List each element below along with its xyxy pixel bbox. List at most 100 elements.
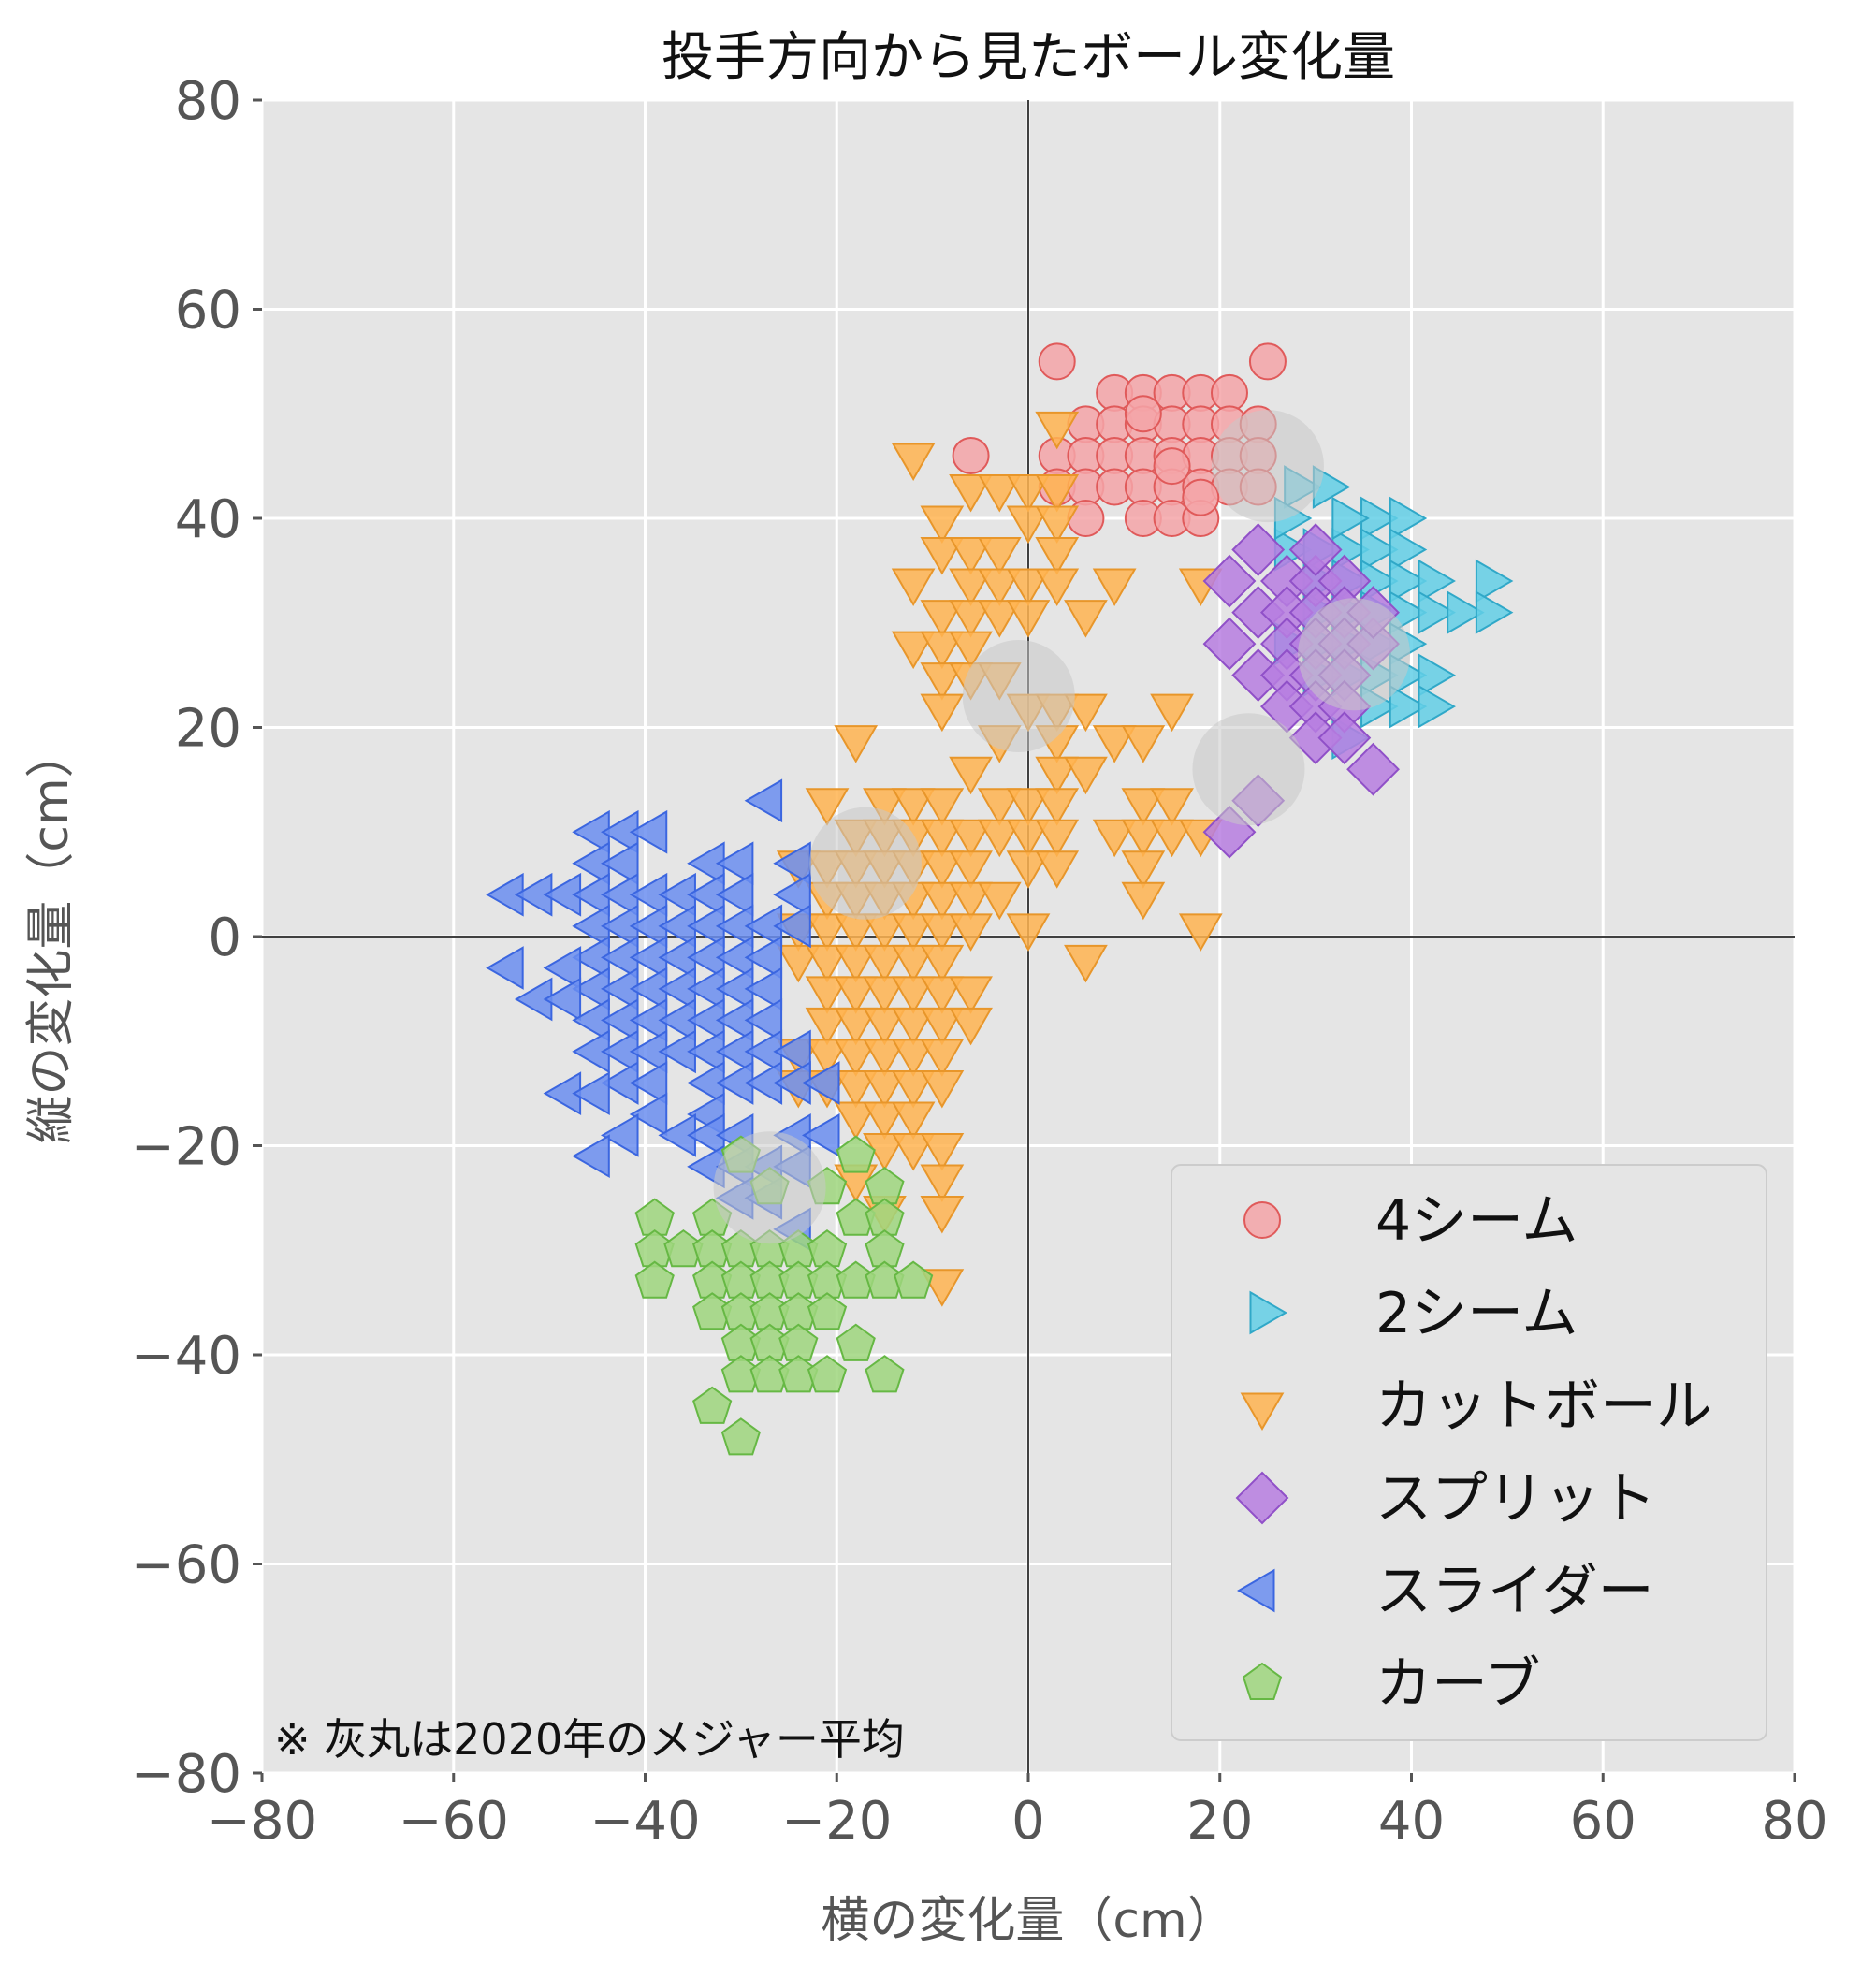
data-point [744, 998, 783, 1042]
data-point [920, 537, 965, 575]
y-tick-label: −60 [131, 1535, 241, 1596]
data-point [1202, 617, 1257, 671]
legend-item: 2シーム [1249, 1281, 1578, 1346]
data-point [891, 788, 936, 826]
data-point [715, 841, 754, 886]
data-point [543, 946, 582, 990]
data-point [1035, 850, 1080, 889]
data-point [1288, 523, 1343, 576]
data-point [834, 725, 879, 763]
x-tick-label: −20 [781, 1791, 892, 1852]
data-point [949, 881, 993, 921]
data-point [572, 1071, 610, 1116]
legend-label: カーブ [1375, 1651, 1540, 1717]
data-point [1035, 505, 1080, 545]
data-point [543, 977, 582, 1022]
legend-label: 2シーム [1375, 1281, 1578, 1346]
data-point [1035, 537, 1080, 575]
data-point [1418, 653, 1456, 698]
data-point [1121, 788, 1166, 826]
data-point [634, 1260, 675, 1299]
data-point [1346, 742, 1400, 796]
data-point [1248, 342, 1287, 381]
data-point [834, 1007, 879, 1046]
data-point [949, 1007, 993, 1046]
data-point [949, 473, 993, 513]
data-point [776, 944, 821, 983]
data-point [1035, 473, 1080, 513]
x-tick-label: 20 [1186, 1791, 1253, 1852]
data-point [920, 976, 965, 1014]
data-point [1035, 411, 1080, 450]
data-point [949, 756, 993, 795]
data-point [805, 1039, 850, 1077]
data-point [865, 1355, 905, 1393]
y-tick-label: −20 [131, 1117, 241, 1178]
x-tick-label: 80 [1761, 1791, 1827, 1852]
data-point [1006, 819, 1051, 858]
data-point [1389, 496, 1428, 541]
x-tick-label: 40 [1378, 1791, 1445, 1852]
data-point [715, 872, 754, 917]
data-point [891, 913, 936, 952]
data-point [1389, 559, 1428, 603]
data-point [949, 600, 993, 638]
average-note: ※ 灰丸は2020年のメジャー平均 [274, 1714, 905, 1765]
mlb-average-point [713, 1131, 826, 1244]
data-point [949, 819, 993, 858]
data-point [1006, 473, 1051, 513]
data-point [1064, 600, 1108, 638]
data-point [920, 788, 965, 826]
data-point [572, 1134, 610, 1179]
data-point [834, 1101, 879, 1140]
legend-marker [1242, 1662, 1283, 1700]
y-tick-label: 20 [175, 699, 241, 760]
data-point [891, 1069, 936, 1109]
data-point [1418, 559, 1456, 603]
axis-ticks: −80 80 −60 60 −40 40 −20 20 0 0 20 −20 40 −40 60 −60 80 −… [131, 71, 1828, 1852]
data-point [1121, 881, 1166, 921]
data-point [891, 443, 936, 481]
data-point [1035, 756, 1080, 795]
data-point [891, 1133, 936, 1171]
data-point [977, 788, 1022, 826]
legend-marker [1243, 1201, 1281, 1239]
data-point [920, 1164, 965, 1203]
data-point [805, 944, 850, 983]
legend-label: スプリット [1375, 1466, 1656, 1532]
data-point [920, 881, 965, 921]
legend-marker [1249, 1290, 1288, 1335]
data-point [802, 1112, 840, 1157]
mlb-average-point [1298, 598, 1411, 711]
data-point [744, 935, 783, 980]
data-point [920, 913, 965, 952]
data-point [1210, 373, 1248, 412]
legend-item: 4シーム [1243, 1188, 1578, 1254]
data-point [1317, 711, 1372, 765]
x-tick-label: 0 [1011, 1791, 1045, 1852]
data-point [1360, 528, 1399, 572]
data-point [802, 1061, 840, 1105]
data-point [1447, 590, 1485, 634]
data-point [1092, 725, 1137, 763]
data-point [1006, 568, 1051, 607]
data-point [834, 1069, 879, 1109]
data-point [891, 1039, 936, 1077]
data-point [920, 1039, 965, 1077]
data-point [1064, 944, 1108, 983]
legend-marker [1236, 1568, 1275, 1613]
x-tick-label: −40 [589, 1791, 700, 1852]
data-point [834, 1039, 879, 1077]
legend-label: スライダー [1375, 1559, 1654, 1624]
data-point [773, 872, 811, 917]
data-point [920, 662, 965, 701]
data-point [1331, 496, 1370, 541]
data-point [920, 631, 965, 670]
y-axis-title: 縦の変化量（cm） [23, 729, 80, 1143]
data-point [807, 1292, 848, 1330]
y-tick-label: 80 [175, 71, 241, 132]
data-point [977, 537, 1022, 575]
data-point [894, 1260, 934, 1299]
